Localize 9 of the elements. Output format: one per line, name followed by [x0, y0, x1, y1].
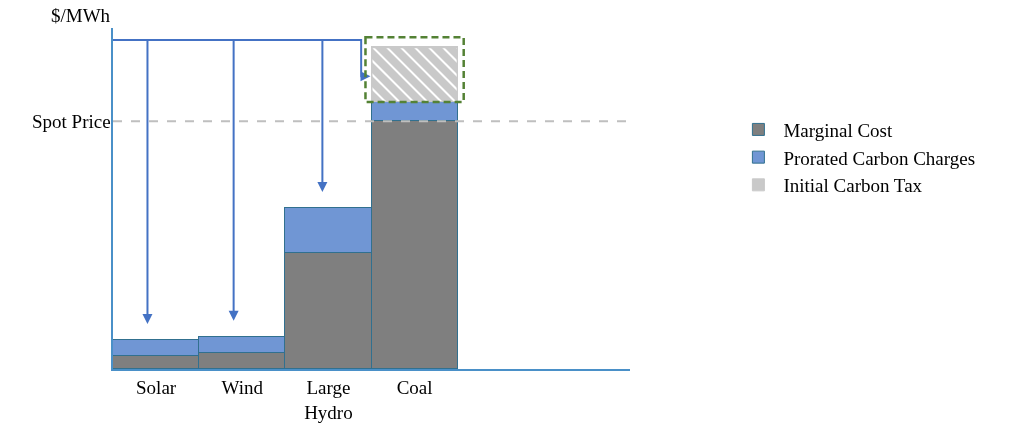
x-tick-label: Coal [396, 376, 433, 398]
ref-line-label: Spot Price [32, 111, 111, 132]
y-axis-title: $/MWh [51, 5, 111, 26]
legend-label: Marginal Cost [783, 119, 894, 141]
legend-label: Prorated Carbon Charges [783, 147, 976, 169]
x-tick-label: Large Hydro [304, 376, 353, 423]
legend-label: Initial Carbon Tax [783, 175, 923, 197]
x-tick-label: Wind [221, 376, 264, 398]
x-tick-label: Solar [136, 376, 177, 398]
